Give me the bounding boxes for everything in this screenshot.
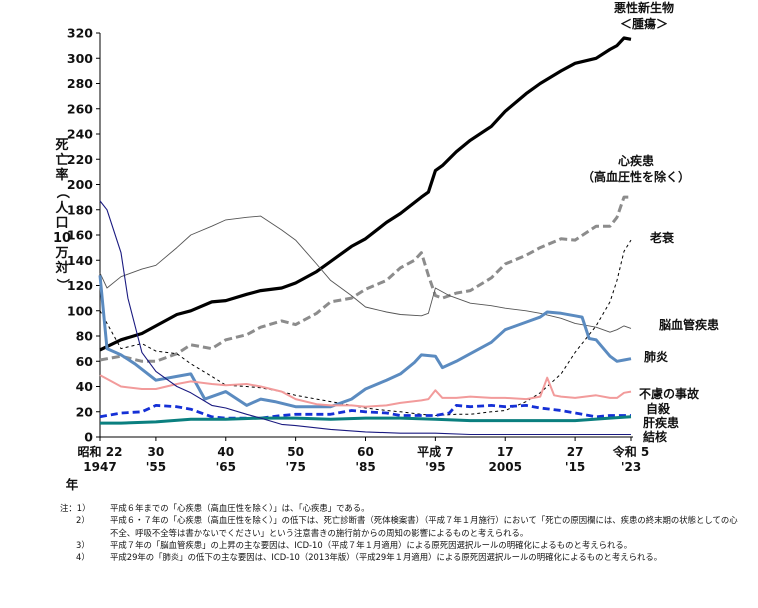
series-line (99, 200, 631, 436)
y-tick-label: 80 (76, 329, 94, 344)
series-lines (98, 36, 632, 436)
footnote-number: 4） (75, 552, 90, 563)
series-label: 不慮の事故 (639, 386, 700, 401)
footnote-number: 注：1） (60, 503, 91, 513)
axes: 0 20 40 60 80 100 120 140 160 180 200 220 240 260 280 3… (66, 26, 650, 493)
series-label: 結核 (643, 429, 667, 444)
footnote-text: 平成６年までの「心疾患（高血圧性を除く）」は、「心疾患」である。 (110, 503, 370, 513)
series-label-sub: ＜腫瘍＞ (620, 16, 668, 31)
series-line (99, 239, 632, 416)
footnote-text: 平成29年の「肺炎」の低下の主な要因は、ICD-10（2013年版）（平成29年… (110, 552, 663, 563)
y-tick-label: 220 (67, 152, 93, 167)
line-chart: 0 20 40 60 80 100 120 140 160 180 200 220 240 260 280 3… (66, 0, 719, 493)
y-axis-label-char: （ (54, 185, 70, 199)
y-tick-label: 260 (67, 101, 93, 116)
series-label: 肺炎 (644, 349, 668, 364)
y-tick-label: 160 (67, 228, 93, 243)
x-tick-label-year: '23 (621, 460, 641, 474)
y-axis-label-char: 10 (52, 231, 72, 246)
series-line (99, 374, 632, 408)
footnote-1: 注：1） 平成６年までの「心疾患（高血圧性を除く）」は、「心疾患」である。 (60, 502, 740, 514)
series-line (99, 195, 631, 363)
series-labels: 悪性新生物＜腫瘍＞ 心疾患（高血圧性を除く） 老衰脳血管疾患肺炎不慮の事故自殺肝疾患… (582, 0, 719, 444)
x-tick-label: 17 (497, 445, 514, 459)
x-tick-label: 30 (148, 445, 165, 459)
y-tick-label: 300 (67, 51, 93, 66)
x-tick-label: 40 (217, 445, 234, 459)
footnote-4: 4） 平成29年の「肺炎」の低下の主な要因は、ICD-10（2013年版）（平成… (60, 551, 740, 563)
y-tick-label: 200 (67, 177, 93, 192)
y-axis-label-char: 亡 (55, 153, 69, 168)
series-label: 肝疾患 (643, 415, 679, 430)
y-axis-label-char: 死 (55, 138, 69, 153)
series-label: 悪性新生物 (614, 0, 674, 15)
x-axis-label: 年 (66, 477, 79, 492)
series-label: 心疾患 (618, 153, 654, 168)
y-tick-label: 0 (84, 430, 93, 445)
footnote-text: 平成７年の「脳血管疾患」の上昇の主な要因は、ICD-10（平成７年１月適用）によ… (110, 539, 633, 550)
x-tick-label-year: '65 (216, 460, 236, 474)
y-tick-label: 280 (67, 76, 93, 91)
y-tick-label: 60 (76, 354, 94, 369)
series-line (99, 215, 632, 333)
y-axis-label-char: ） (54, 278, 70, 292)
x-tick-label-year: '55 (146, 460, 166, 474)
y-tick-label: 100 (67, 303, 93, 318)
x-tick-label-year: 1947 (83, 460, 116, 474)
x-tick-label: 27 (567, 445, 584, 459)
x-tick-label-year: '85 (355, 460, 375, 474)
footnote-text: 平成６・７年の「心疾患（高血圧性を除く）」の低下は、死亡診断書（死体検案書）（平… (110, 515, 738, 538)
x-tick-label-year: 2005 (489, 460, 522, 474)
series-label-sub: （高血圧性を除く） (582, 169, 690, 184)
footnote-3: 3） 平成７年の「脳血管疾患」の上昇の主な要因は、ICD-10（平成７年１月適用… (60, 539, 740, 551)
x-tick-label: 昭和 22 (78, 444, 123, 459)
series-line (100, 415, 632, 425)
footnotes: 注：1） 平成６年までの「心疾患（高血圧性を除く）」は、「心疾患」である。 2）… (60, 502, 740, 563)
x-tick-label: 60 (357, 445, 374, 459)
series-line (98, 275, 632, 409)
y-tick-label: 320 (67, 26, 93, 41)
y-axis-label-char: 率 (55, 168, 69, 183)
y-tick-label: 20 (76, 404, 94, 419)
series-label: 自殺 (646, 401, 671, 416)
series-label: 老衰 (650, 230, 675, 245)
y-tick-label: 140 (67, 253, 93, 268)
y-axis-label-char: 口 (55, 216, 69, 231)
x-tick-label-year: '75 (285, 460, 305, 474)
series-line (99, 36, 632, 352)
series-line (99, 403, 631, 420)
y-axis-label-char: 万 (55, 246, 69, 261)
x-tick-label: 令和 5 (612, 444, 650, 459)
y-tick-label: 120 (67, 278, 93, 293)
x-tick-label: 平成 7 (417, 444, 454, 459)
y-tick-label: 180 (67, 202, 93, 217)
x-tick-label: 50 (287, 445, 304, 459)
x-tick-label-year: '95 (425, 460, 445, 474)
y-axis-label-char: 対 (55, 261, 69, 276)
y-tick-label: 40 (76, 379, 94, 394)
footnote-number: 2） (75, 515, 90, 526)
series-label: 脳血管疾患 (659, 317, 719, 332)
y-axis-label-char: 人 (55, 201, 69, 216)
footnote-2: 2） 平成６・７年の「心疾患（高血圧性を除く）」の低下は、死亡診断書（死体検案書… (60, 514, 740, 539)
footnote-number: 3） (75, 539, 90, 550)
y-axis-label: 死亡率 （ 人口 10 万対 ） (52, 138, 72, 294)
y-tick-label: 240 (67, 127, 93, 142)
x-tick-label-year: '15 (565, 460, 585, 474)
